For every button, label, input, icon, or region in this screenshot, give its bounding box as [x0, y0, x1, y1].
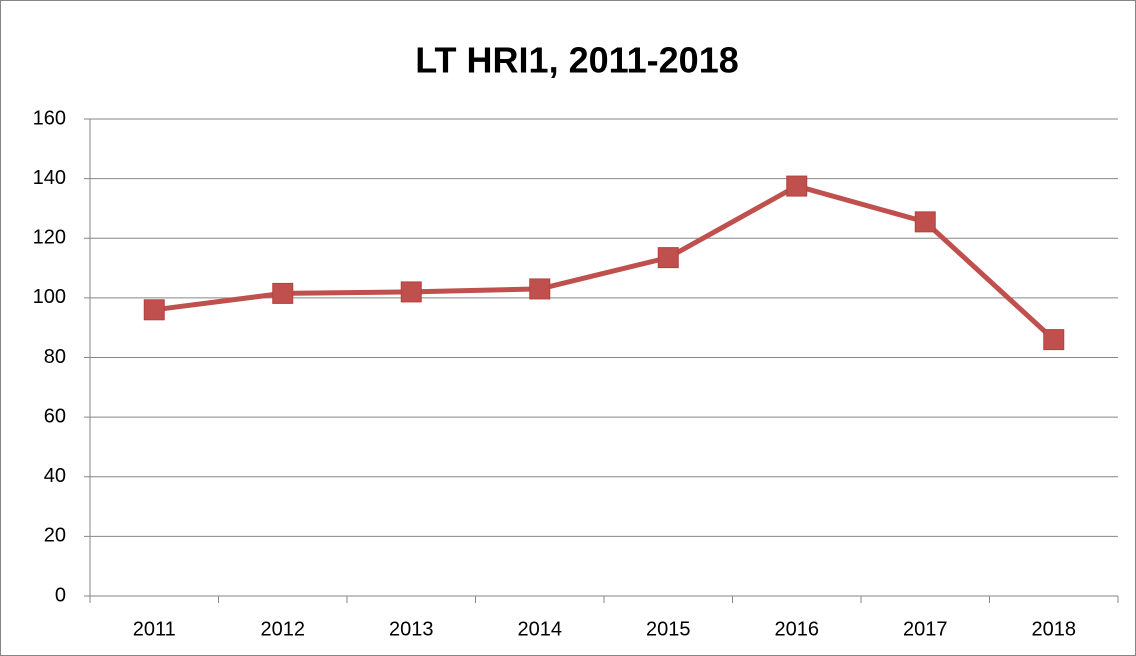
x-tick-label: 2016	[775, 618, 820, 640]
marker	[400, 281, 422, 303]
y-tick-label: 100	[33, 286, 66, 308]
x-tick-label: 2015	[646, 618, 691, 640]
marker	[143, 299, 165, 321]
y-tick-label: 20	[44, 525, 66, 547]
x-tick-label: 2011	[133, 618, 176, 640]
line	[153, 183, 1056, 342]
y-tick-label: 120	[33, 227, 66, 249]
x-tick-label: 2017	[903, 618, 948, 640]
marker	[786, 175, 808, 197]
y-tick-label: 160	[33, 107, 66, 129]
y-tick-label: 0	[55, 584, 66, 606]
marker	[657, 247, 679, 269]
x-tick-label: 2012	[261, 618, 306, 640]
x-tick-label: 2018	[1032, 618, 1077, 640]
x-tick-label: 2013	[389, 618, 434, 640]
marker	[529, 278, 551, 300]
y-tick-label: 140	[33, 167, 66, 189]
marker	[914, 211, 936, 233]
y-tick-label: 40	[44, 465, 66, 487]
marker	[1043, 329, 1065, 351]
y-tick-label: 60	[44, 405, 66, 427]
chart-title: LT HRI1, 2011-2018	[415, 40, 739, 81]
marker	[272, 282, 294, 304]
y-tick-label: 80	[44, 346, 66, 368]
x-tick-label: 2014	[518, 618, 563, 640]
